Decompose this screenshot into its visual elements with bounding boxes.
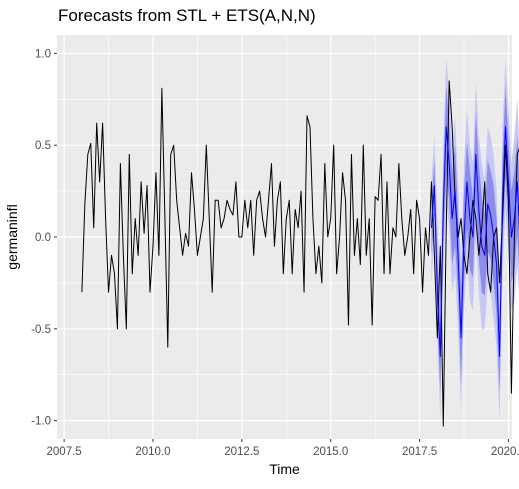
y-tick-label: -0.5	[31, 324, 51, 336]
x-tick-label: 2012.5	[224, 446, 259, 458]
series-lines	[81, 80, 519, 427]
y-tick-label: 1.0	[35, 48, 51, 60]
y-axis-ticks: 1.0 0.5 0.0 -0.5 -1.0	[31, 48, 57, 428]
chart-title: Forecasts from STL + ETS(A,N,N)	[58, 6, 316, 25]
forecast-series-line	[430, 126, 519, 357]
y-tick-label: -1.0	[31, 416, 51, 428]
x-tick-label: 2010.0	[135, 446, 170, 458]
x-axis-title: Time	[269, 461, 300, 477]
x-tick-label: 2017.5	[402, 446, 437, 458]
x-tick-label: 2015.0	[313, 446, 348, 458]
history-series-line	[81, 80, 519, 427]
y-tick-label: 0.5	[35, 140, 51, 152]
y-tick-label: 0.0	[35, 232, 51, 244]
y-axis-title: germaninfl	[4, 204, 20, 269]
x-axis-ticks: 2007.5 2010.0 2012.5 2015.0 2017.5 2020.0	[47, 439, 519, 458]
x-tick-label: 2007.5	[47, 446, 82, 458]
x-tick-label: 2020.0	[491, 446, 519, 458]
